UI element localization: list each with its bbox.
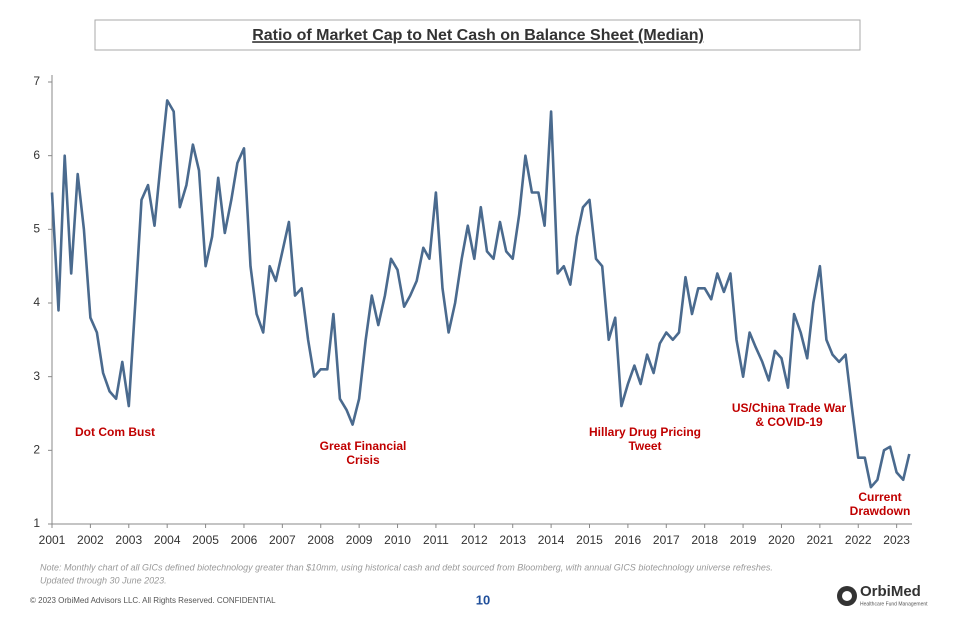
x-tick-label: 2018 — [691, 533, 718, 547]
title-box — [94, 19, 861, 51]
chart-title: Ratio of Market Cap to Net Cash on Balan… — [252, 27, 704, 44]
x-tick-label: 2009 — [346, 533, 373, 547]
copyright: © 2023 OrbiMed Advisors LLC. All Rights … — [30, 596, 276, 605]
x-tick-label: 2010 — [384, 533, 411, 547]
x-tick-label: 2017 — [653, 533, 680, 547]
x-tick-label: 2011 — [423, 533, 449, 547]
y-tick-label: 6 — [33, 148, 40, 162]
annotation: Great Financial — [320, 439, 407, 453]
annotation: Drawdown — [850, 504, 911, 518]
x-tick-label: 2020 — [768, 533, 795, 547]
y-tick-label: 4 — [33, 295, 40, 309]
x-tick-label: 2002 — [77, 533, 104, 547]
annotation: Hillary Drug Pricing — [589, 425, 701, 439]
y-tick-label: 5 — [33, 222, 40, 236]
annotation: & COVID-19 — [755, 415, 823, 429]
x-tick-label: 2019 — [730, 533, 757, 547]
y-tick-label: 2 — [33, 443, 40, 457]
annotation: Crisis — [346, 453, 380, 467]
x-tick-label: 2003 — [115, 533, 142, 547]
page-number: 10 — [476, 592, 490, 607]
x-tick-label: 2001 — [39, 533, 66, 547]
annotation: US/China Trade War — [732, 401, 847, 415]
note: Updated through 30 June 2023. — [40, 575, 167, 585]
data-line — [50, 99, 911, 489]
x-tick-label: 2016 — [615, 533, 642, 547]
note: Note: Monthly chart of all GICs defined … — [40, 562, 773, 572]
annotation: Dot Com Bust — [75, 425, 155, 439]
x-tick-label: 2006 — [231, 533, 258, 547]
x-tick-label: 2014 — [538, 533, 565, 547]
logo-icon — [842, 591, 852, 601]
x-tick-label: 2007 — [269, 533, 296, 547]
x-tick-label: 2005 — [192, 533, 219, 547]
logo: OrbiMed — [860, 583, 921, 600]
x-tick-label: 2008 — [307, 533, 334, 547]
y-tick-label: 1 — [33, 516, 40, 530]
x-tick-label: 2023 — [883, 533, 910, 547]
logo-tagline: Healthcare Fund Management — [860, 601, 928, 607]
x-tick-label: 2021 — [807, 533, 834, 547]
y-tick-label: 7 — [33, 74, 40, 88]
annotation: Tweet — [628, 439, 661, 453]
annotation: Current — [858, 490, 901, 504]
x-tick-label: 2015 — [576, 533, 603, 547]
x-tick-label: 2022 — [845, 533, 872, 547]
x-tick-label: 2004 — [154, 533, 181, 547]
x-tick-label: 2012 — [461, 533, 488, 547]
x-tick-label: 2013 — [499, 533, 526, 547]
y-tick-label: 3 — [33, 369, 40, 383]
